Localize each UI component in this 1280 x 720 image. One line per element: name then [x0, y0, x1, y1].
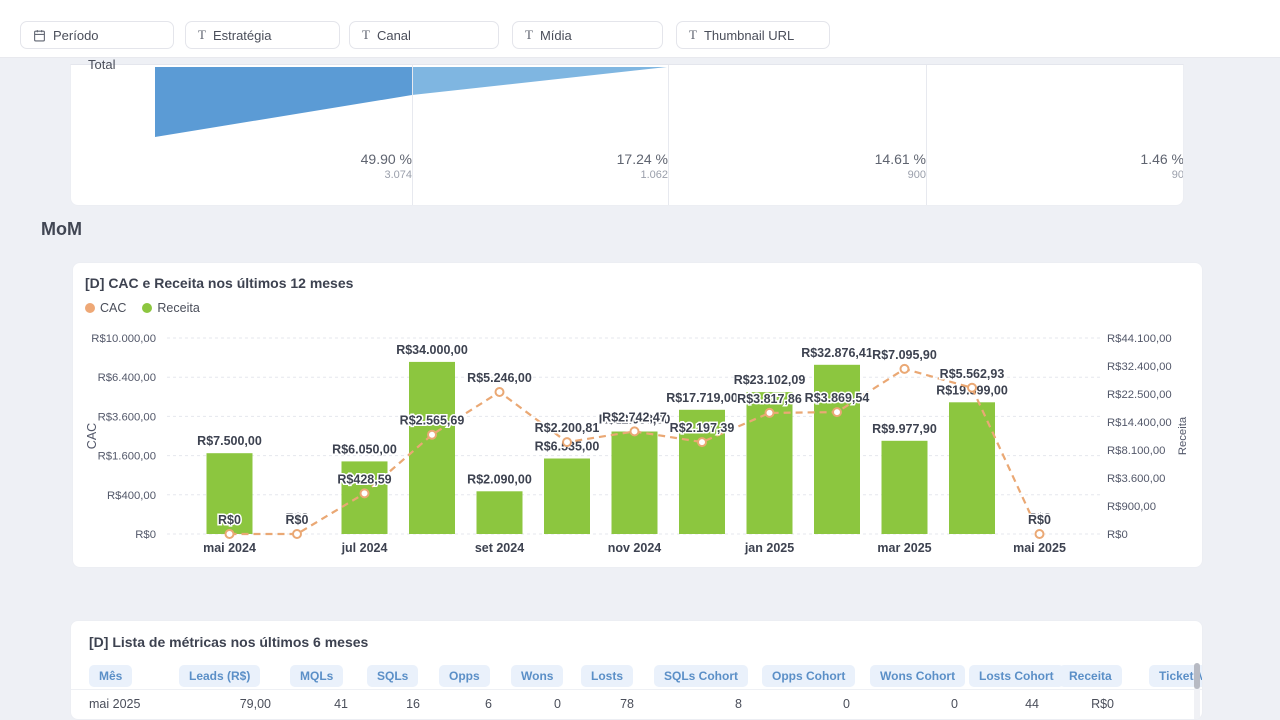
- svg-text:R$6.400,00: R$6.400,00: [98, 372, 156, 384]
- svg-text:R$5.246,00: R$5.246,00: [467, 371, 532, 385]
- svg-text:R$9.977,90: R$9.977,90: [872, 422, 937, 436]
- svg-text:R$5.562,93: R$5.562,93: [940, 367, 1005, 381]
- svg-text:R$2.742,47: R$2.742,47: [602, 410, 667, 424]
- svg-text:Receita: Receita: [1177, 416, 1189, 455]
- svg-text:R$3.869,54: R$3.869,54: [805, 391, 870, 405]
- svg-text:R$32.400,00: R$32.400,00: [1107, 361, 1172, 373]
- svg-text:R$3.600,00: R$3.600,00: [1107, 473, 1165, 485]
- svg-text:R$1.600,00: R$1.600,00: [98, 451, 156, 463]
- svg-text:R$0: R$0: [286, 513, 309, 527]
- svg-text:R$19.899,00: R$19.899,00: [936, 383, 1008, 397]
- svg-text:R$0: R$0: [1028, 513, 1051, 527]
- svg-text:R$2.565,69: R$2.565,69: [400, 414, 465, 428]
- svg-text:R$2.200,81: R$2.200,81: [535, 421, 600, 435]
- svg-text:R$428,59: R$428,59: [337, 472, 391, 486]
- svg-text:R$2.090,00: R$2.090,00: [467, 472, 532, 486]
- svg-text:R$32.876,41: R$32.876,41: [801, 346, 873, 360]
- svg-text:R$22.500,00: R$22.500,00: [1107, 389, 1172, 401]
- svg-text:R$6.535,00: R$6.535,00: [535, 440, 600, 454]
- svg-text:R$400,00: R$400,00: [107, 490, 156, 502]
- svg-text:R$6.050,00: R$6.050,00: [332, 442, 397, 456]
- svg-text:R$3.600,00: R$3.600,00: [98, 411, 156, 423]
- svg-text:R$0: R$0: [1028, 511, 1051, 525]
- svg-text:mai 2024: mai 2024: [203, 541, 256, 555]
- svg-text:R$44.100,00: R$44.100,00: [1107, 333, 1172, 345]
- svg-text:R$34.000,00: R$34.000,00: [396, 343, 468, 357]
- svg-text:R$23.102,09: R$23.102,09: [734, 373, 806, 387]
- svg-text:R$14.400,00: R$14.400,00: [1107, 417, 1172, 429]
- svg-text:R$2.197,39: R$2.197,39: [670, 421, 735, 435]
- svg-text:R$10.000,00: R$10.000,00: [91, 333, 156, 345]
- svg-text:jul 2024: jul 2024: [341, 541, 388, 555]
- svg-text:R$12.058,00: R$12.058,00: [599, 413, 671, 427]
- svg-text:R$0: R$0: [135, 529, 156, 541]
- svg-text:mar 2025: mar 2025: [877, 541, 931, 555]
- svg-text:R$7.500,00: R$7.500,00: [197, 434, 262, 448]
- svg-text:R$0: R$0: [1107, 529, 1128, 541]
- svg-text:nov 2024: nov 2024: [608, 541, 662, 555]
- svg-text:mai 2025: mai 2025: [1013, 541, 1066, 555]
- svg-text:set 2024: set 2024: [475, 541, 524, 555]
- svg-text:R$3.817,86: R$3.817,86: [737, 392, 802, 406]
- svg-text:R$0: R$0: [286, 511, 309, 525]
- svg-text:jan 2025: jan 2025: [744, 541, 794, 555]
- svg-text:CAC: CAC: [85, 423, 99, 449]
- svg-text:R$0: R$0: [218, 513, 241, 527]
- svg-text:R$7.095,90: R$7.095,90: [872, 348, 937, 362]
- svg-text:R$8.100,00: R$8.100,00: [1107, 445, 1165, 457]
- svg-text:R$17.719,00: R$17.719,00: [666, 391, 738, 405]
- svg-text:R$900,00: R$900,00: [1107, 501, 1156, 513]
